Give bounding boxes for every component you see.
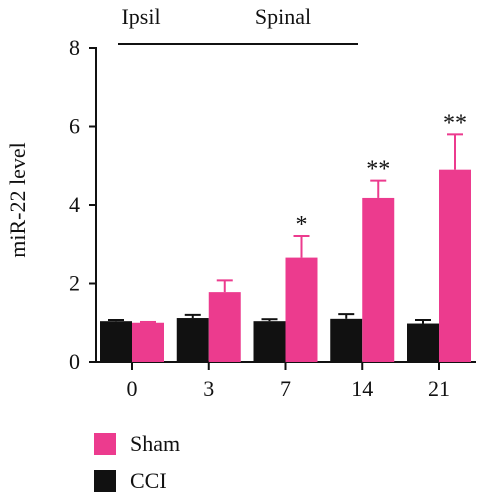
header-label-spinal: Spinal [255, 4, 311, 29]
x-ticks: 0 3 7 14 21 [127, 362, 450, 401]
bars: ***** [100, 110, 471, 362]
bar-cci [100, 321, 132, 362]
bar-cci [253, 321, 286, 362]
significance-label: * [296, 212, 308, 238]
legend-label-cci: CCI [130, 468, 167, 493]
x-tick-label: 3 [203, 376, 214, 401]
significance-label: ** [443, 110, 467, 136]
legend-label-sham: Sham [130, 431, 180, 456]
bar-sham [362, 197, 395, 362]
bar-sham [285, 257, 318, 362]
x-tick-label: 21 [428, 376, 450, 401]
legend-swatch-cci [94, 470, 116, 492]
bar-sham [132, 322, 164, 362]
x-tick-label: 0 [127, 376, 138, 401]
bar-cci [176, 318, 209, 362]
bar-cci [330, 318, 363, 362]
legend-swatch-sham [94, 433, 116, 455]
y-tick-label: 0 [69, 349, 80, 374]
y-ticks: 0 2 4 6 8 [69, 35, 96, 374]
y-tick-label: 4 [69, 192, 80, 217]
y-axis-label: miR-22 level [5, 142, 30, 257]
bar-sham [439, 169, 471, 362]
significance-label: ** [366, 157, 390, 183]
header-label-ipsil: Ipsil [121, 4, 160, 29]
y-tick-label: 2 [69, 271, 80, 296]
x-tick-label: 7 [280, 376, 291, 401]
y-tick-label: 6 [69, 114, 80, 139]
y-tick-label: 8 [69, 35, 80, 60]
bar-sham [208, 292, 241, 362]
legend: Sham CCI [94, 431, 180, 493]
bar-cci [407, 323, 439, 362]
x-tick-label: 14 [351, 376, 373, 401]
